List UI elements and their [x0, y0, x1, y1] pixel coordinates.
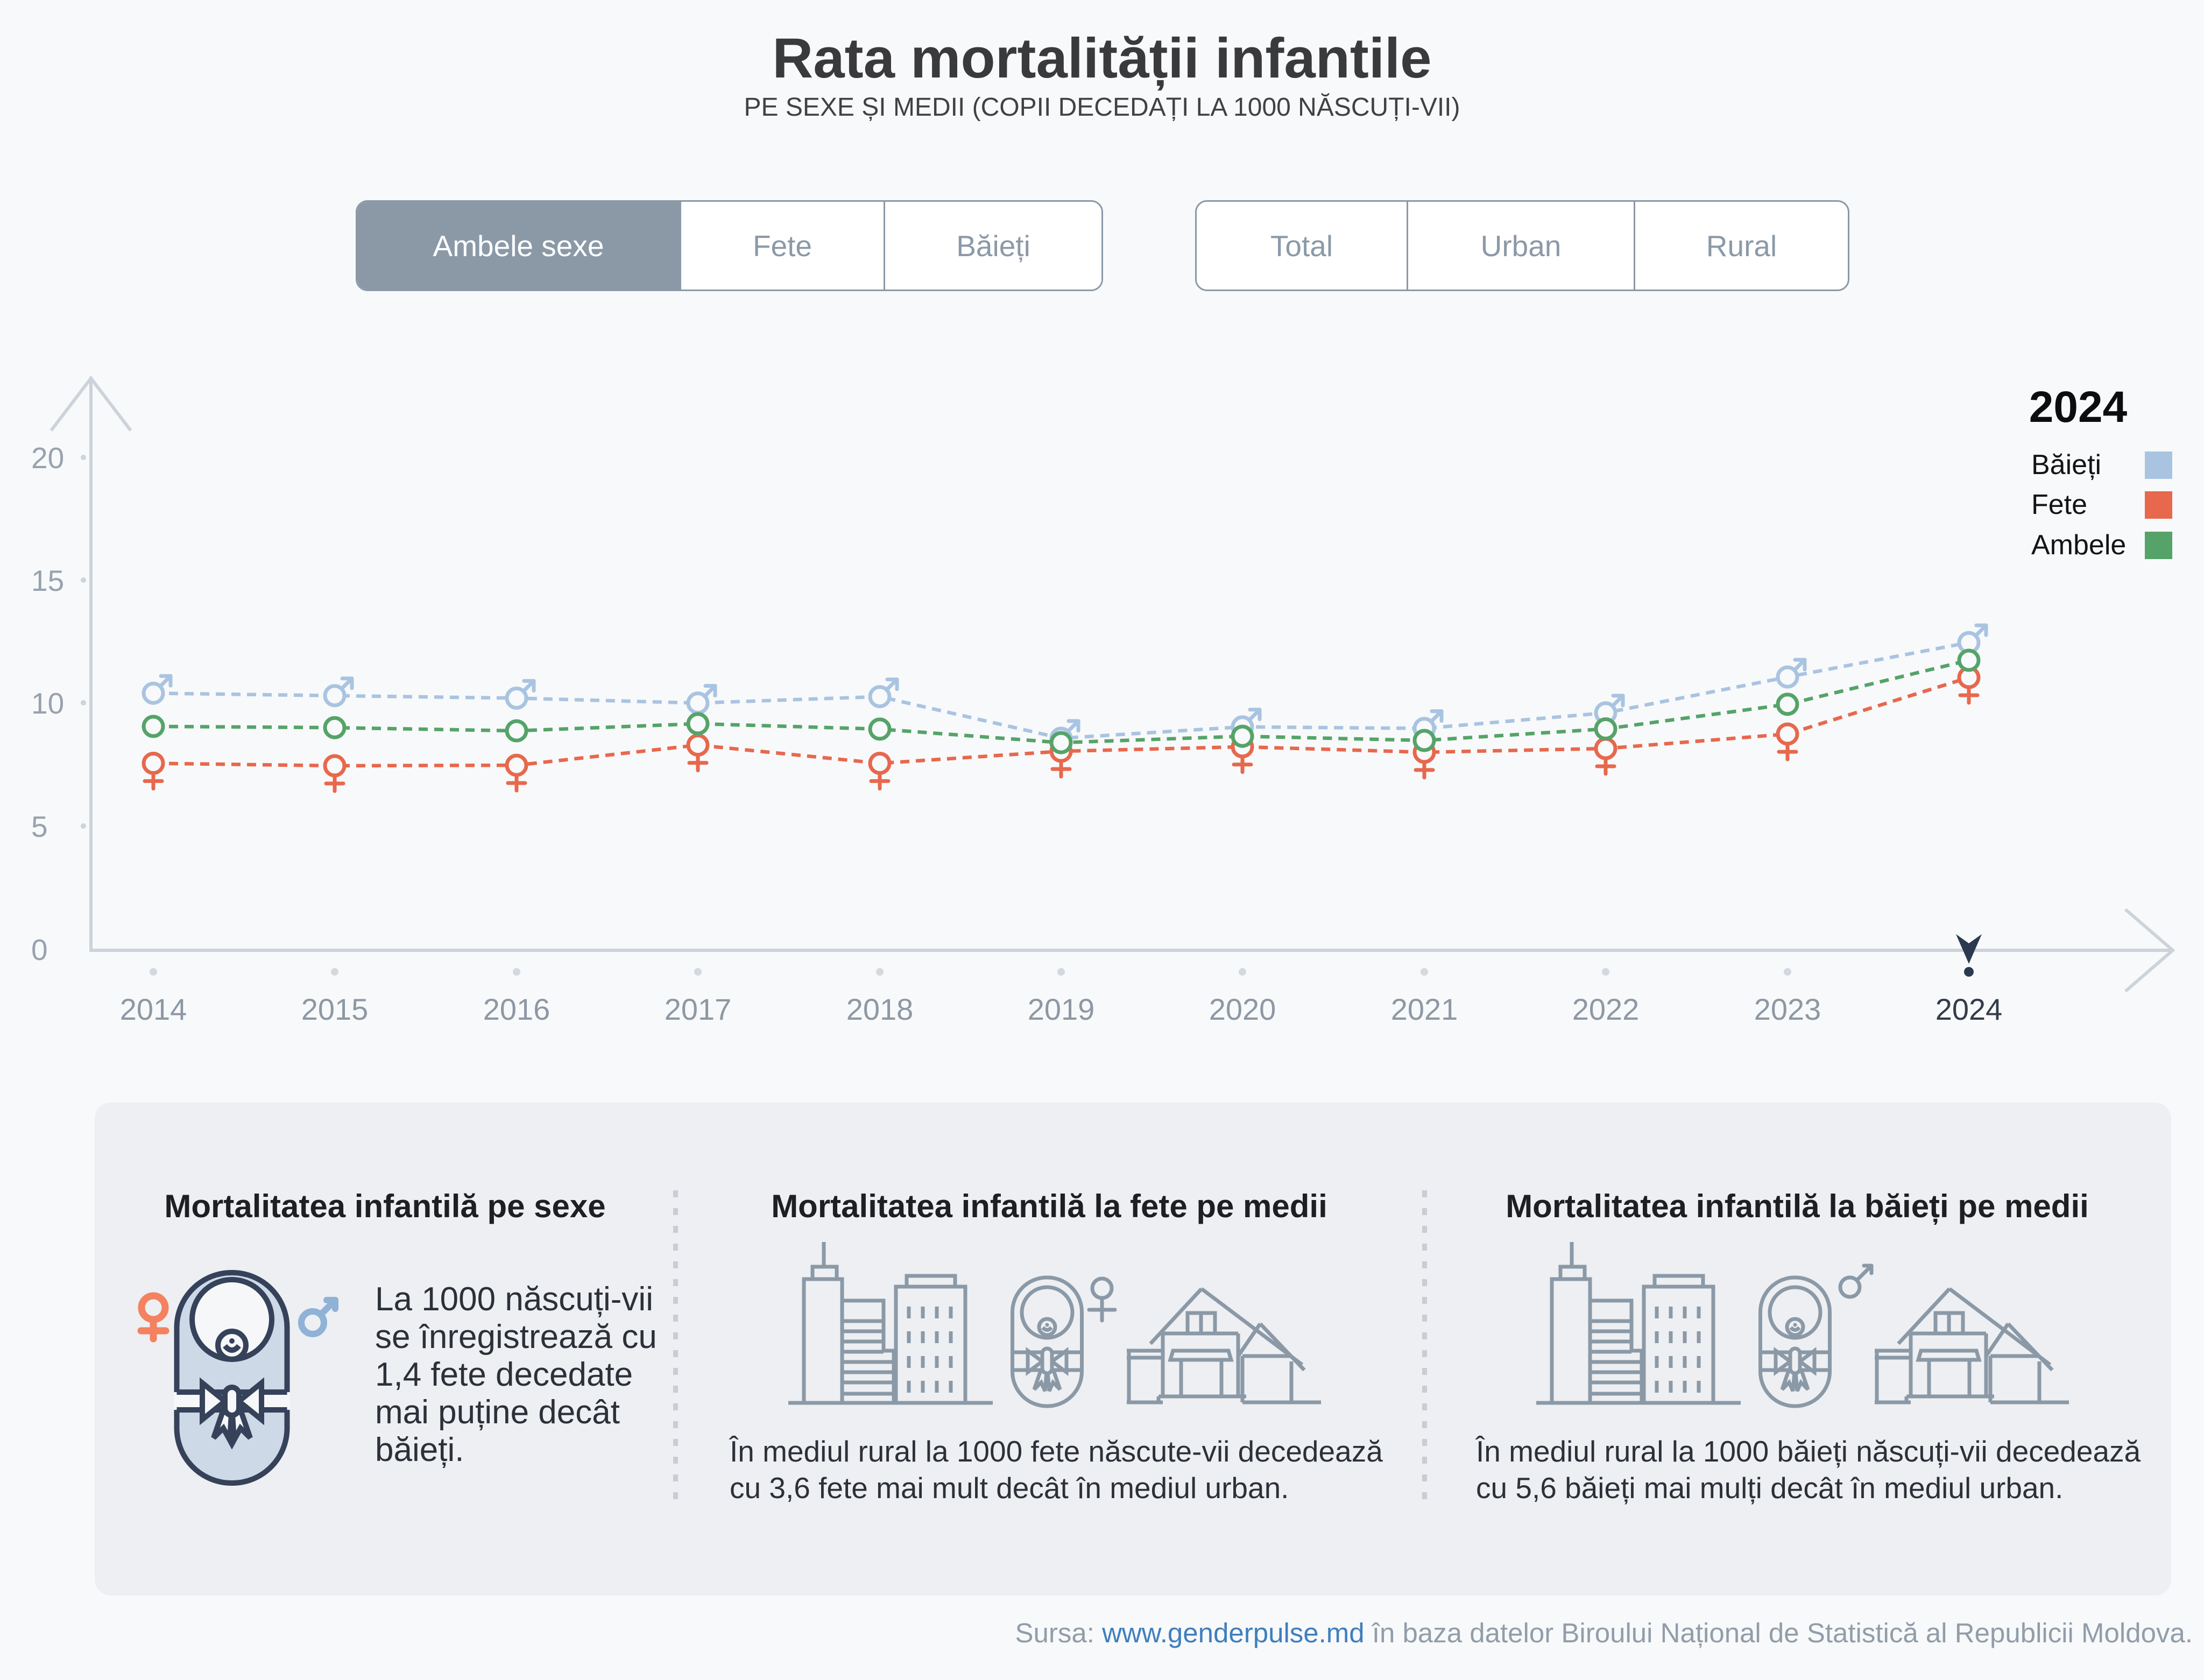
svg-text:2022: 2022 [1572, 992, 1640, 1026]
svg-text:2014: 2014 [120, 992, 187, 1026]
svg-text:0: 0 [31, 933, 48, 966]
svg-text:2019: 2019 [1028, 992, 1095, 1026]
svg-text:2016: 2016 [483, 992, 550, 1026]
svg-text:2015: 2015 [301, 992, 369, 1026]
svg-text:2018: 2018 [846, 992, 914, 1026]
svg-text:2017: 2017 [665, 992, 732, 1026]
svg-text:20: 20 [31, 441, 64, 475]
svg-text:2024: 2024 [1935, 992, 2003, 1026]
svg-text:2020: 2020 [1209, 992, 1276, 1026]
svg-text:2021: 2021 [1391, 992, 1458, 1026]
svg-text:15: 15 [31, 564, 64, 597]
svg-text:5: 5 [31, 810, 48, 843]
svg-text:2023: 2023 [1754, 992, 1821, 1026]
svg-text:10: 10 [31, 687, 64, 720]
